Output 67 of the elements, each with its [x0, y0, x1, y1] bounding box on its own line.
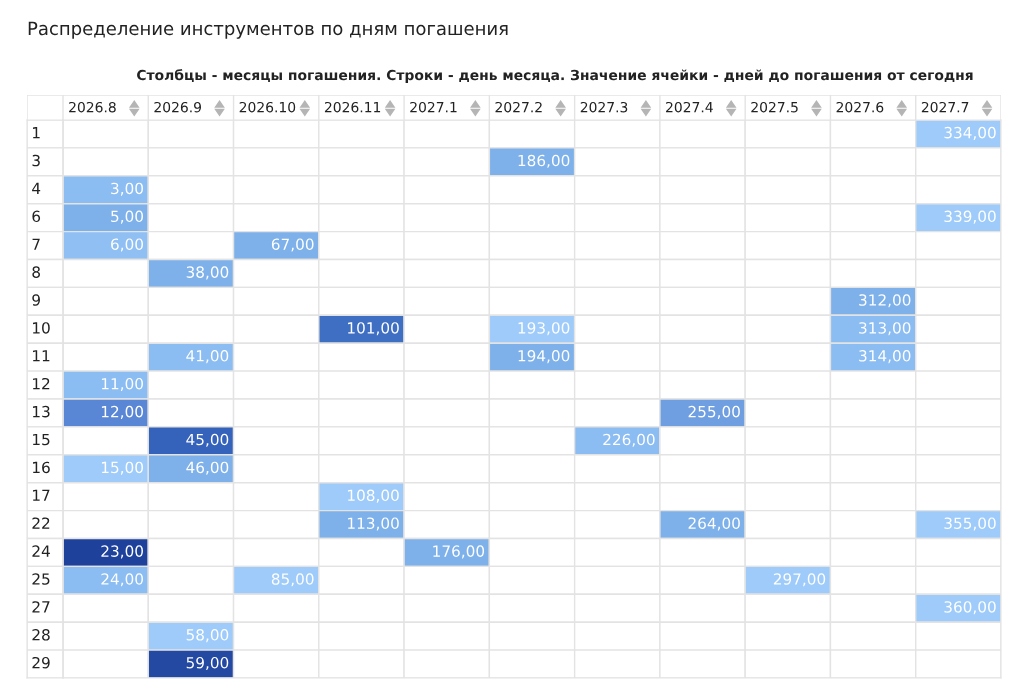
y-tick-label: 4 — [32, 182, 41, 194]
data-label: 38,00 — [186, 266, 229, 280]
data-label: 297,00 — [773, 573, 826, 587]
y-tick-label: 11 — [33, 350, 50, 362]
y-tick-label: 6 — [32, 210, 41, 223]
x-tick-label: 2027.1 — [410, 101, 457, 113]
data-label: 24,00 — [101, 573, 143, 587]
x-tick-label: 2027.7 — [921, 101, 969, 113]
x-tick-label: 2026.9 — [154, 101, 202, 113]
y-tick-label: 12 — [33, 377, 50, 390]
y-tick-label: 24 — [32, 545, 50, 557]
y-tick-label: 13 — [33, 405, 50, 418]
data-label: 5,00 — [111, 210, 143, 224]
data-label: 11,00 — [101, 377, 143, 392]
x-tick-label: 2027.3 — [580, 101, 628, 113]
x-tick-label: 2026.11 — [324, 101, 381, 113]
x-tick-label: 2026.10 — [239, 101, 296, 113]
data-label: 12,00 — [101, 405, 143, 419]
y-tick-label: 8 — [32, 266, 40, 278]
data-label: 59,00 — [186, 656, 229, 671]
data-label: 313,00 — [859, 322, 911, 336]
y-tick-label: 10 — [33, 322, 50, 334]
data-label: 255,00 — [688, 405, 740, 419]
chart-title: Распределение инструментов по дням погашения — [28, 21, 508, 39]
y-tick-label: 28 — [32, 629, 50, 641]
data-label: 85,00 — [271, 573, 314, 587]
data-label: 58,00 — [186, 629, 229, 643]
y-tick-label: 25 — [32, 573, 50, 585]
data-label: 186,00 — [518, 154, 570, 168]
data-label: 23,00 — [101, 545, 143, 559]
data-label: 314,00 — [859, 350, 911, 364]
data-label: 193,00 — [518, 322, 570, 336]
x-tick-label: 2027.5 — [751, 101, 798, 113]
data-label: 108,00 — [348, 489, 399, 503]
data-label: 15,00 — [101, 461, 143, 475]
data-label: 226,00 — [603, 433, 655, 447]
data-label: 3,00 — [111, 182, 143, 196]
x-tick-label: 2027.2 — [495, 101, 542, 113]
data-label: 194,00 — [518, 350, 570, 364]
data-label: 67,00 — [271, 238, 314, 252]
x-tick-label: 2026.8 — [69, 101, 116, 113]
data-label: 45,00 — [186, 433, 229, 447]
y-tick-label: 3 — [32, 154, 40, 167]
data-label: 264,00 — [688, 517, 740, 531]
data-label: 176,00 — [433, 545, 485, 559]
data-label: 101,00 — [348, 322, 399, 336]
y-tick-label: 16 — [33, 461, 50, 474]
x-tick-label: 2027.4 — [666, 101, 713, 113]
y-tick-label: 17 — [33, 489, 50, 501]
y-tick-label: 27 — [32, 601, 50, 613]
x-tick-label: 2027.6 — [836, 101, 884, 113]
y-tick-label: 9 — [32, 294, 40, 306]
data-label: 312,00 — [859, 294, 911, 308]
y-tick-label: 7 — [32, 238, 40, 250]
chart-subtitle: Столбцы - месяцы погашения. Строки - день месяца. Значение ячейки - дней до погашения от сегодня — [137, 69, 973, 83]
y-tick-label: 29 — [32, 656, 50, 669]
data-label: 41,00 — [186, 350, 229, 364]
data-label: 339,00 — [944, 210, 996, 224]
y-tick-label: 1 — [33, 127, 40, 139]
data-label: 334,00 — [944, 126, 996, 140]
data-label: 6,00 — [111, 238, 143, 252]
data-label: 355,00 — [944, 517, 996, 531]
y-tick-label: 15 — [33, 433, 50, 446]
data-label: 46,00 — [186, 461, 229, 475]
data-label: 360,00 — [944, 601, 996, 615]
data-label: 113,00 — [348, 517, 399, 531]
y-tick-label: 22 — [32, 517, 50, 529]
